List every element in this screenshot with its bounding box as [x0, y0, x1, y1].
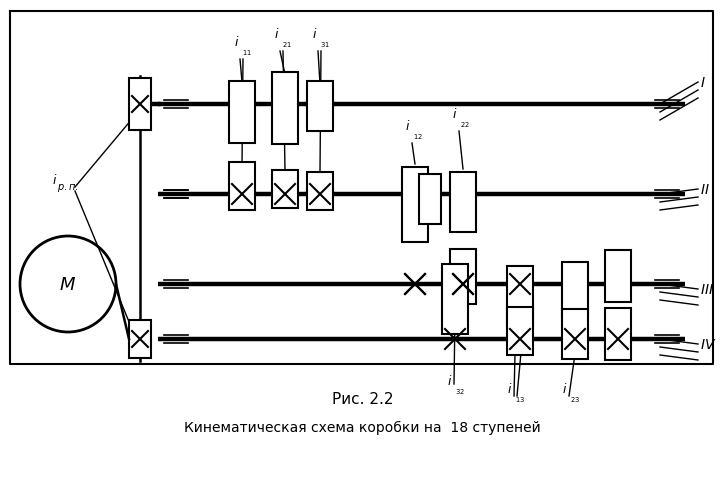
Text: $i$: $i$ — [452, 107, 457, 121]
Bar — [307, 173, 333, 211]
Bar — [272, 171, 298, 209]
Text: $M$: $M$ — [59, 276, 77, 293]
Text: ${}_{22}$: ${}_{22}$ — [460, 120, 470, 130]
Text: $III$: $III$ — [700, 282, 714, 296]
Text: ${}_{31}$: ${}_{31}$ — [320, 40, 330, 50]
Text: ${}_{13}$: ${}_{13}$ — [515, 394, 525, 404]
Bar — [307, 82, 333, 132]
Text: $I$: $I$ — [700, 76, 705, 90]
Bar — [229, 82, 255, 144]
Text: $i$: $i$ — [52, 173, 58, 187]
Text: $i$: $i$ — [447, 373, 452, 387]
Text: ${}_{32}$: ${}_{32}$ — [455, 386, 465, 396]
Text: ${}_{23}$: ${}_{23}$ — [570, 394, 580, 404]
Text: ${}_{12}$: ${}_{12}$ — [413, 132, 423, 142]
Text: $II$: $II$ — [700, 182, 710, 197]
Bar — [442, 264, 468, 334]
Bar — [562, 309, 588, 359]
Text: Кинематическая схема коробки на  18 ступеней: Кинематическая схема коробки на 18 ступе… — [184, 420, 541, 434]
Bar — [507, 307, 533, 355]
Text: $IV$: $IV$ — [700, 337, 716, 351]
Text: Рис. 2.2: Рис. 2.2 — [332, 392, 393, 407]
Text: $i$: $i$ — [405, 119, 410, 133]
Text: ${}_{11}$: ${}_{11}$ — [242, 48, 252, 58]
Bar — [605, 308, 631, 360]
Text: ${}_{21}$: ${}_{21}$ — [282, 40, 292, 50]
Text: $i$: $i$ — [274, 27, 280, 41]
Text: $р.п.$: $р.п.$ — [57, 181, 79, 193]
Bar — [419, 175, 441, 225]
Bar — [229, 163, 255, 211]
Bar — [402, 167, 428, 242]
Text: $i$: $i$ — [563, 381, 568, 395]
Bar — [272, 73, 298, 144]
Bar — [450, 173, 476, 232]
Text: $i$: $i$ — [507, 381, 513, 395]
Bar — [129, 79, 151, 131]
Bar — [450, 249, 476, 304]
Bar — [562, 262, 588, 317]
Text: $i$: $i$ — [234, 35, 240, 49]
Bar — [507, 266, 533, 326]
Bar — [605, 251, 631, 302]
Text: $i$: $i$ — [312, 27, 318, 41]
Bar — [129, 320, 151, 358]
